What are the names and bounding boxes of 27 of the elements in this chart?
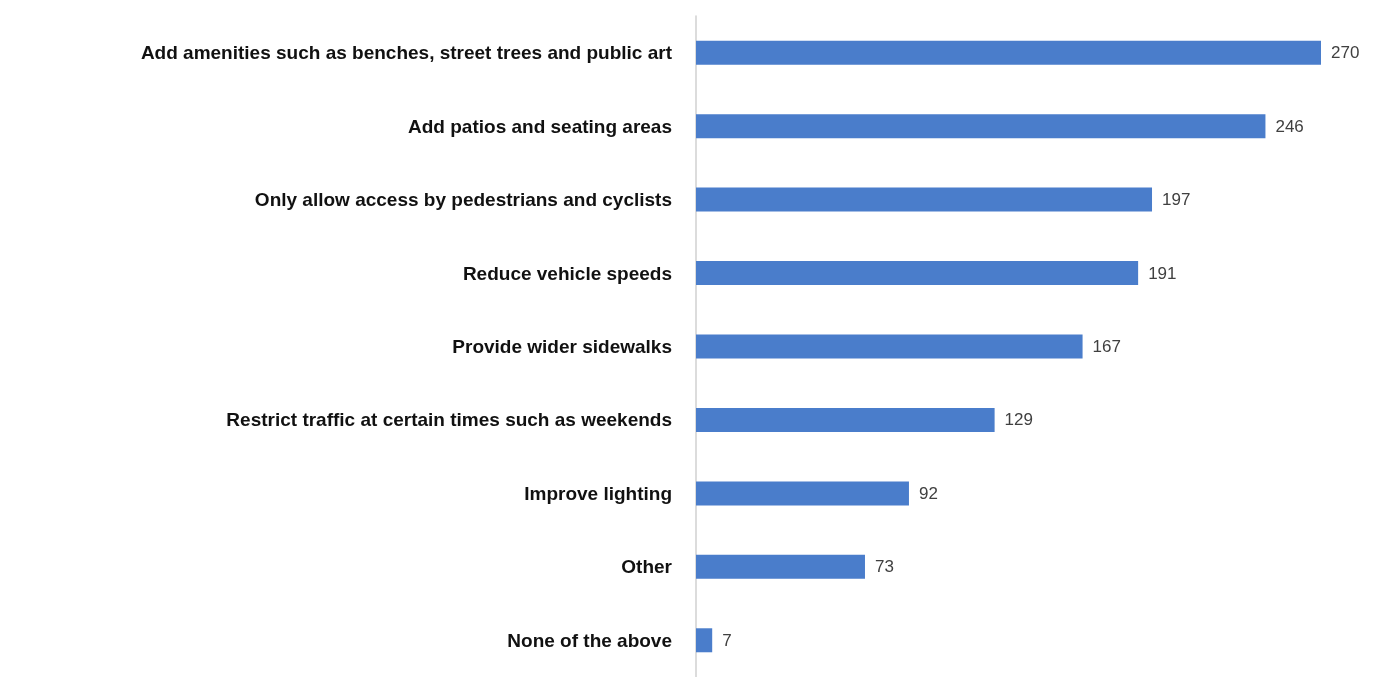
- bar: [696, 261, 1139, 286]
- data-label: 92: [918, 483, 938, 503]
- data-label: 270: [1331, 43, 1360, 63]
- y-tick-label: Provide wider sidewalks: [452, 336, 672, 357]
- data-label: 167: [1092, 337, 1121, 356]
- y-tick-label: None of the above: [507, 629, 672, 651]
- y-tick-label: Restrict traffic at certain times such as weekends: [226, 409, 672, 431]
- data-label: 191: [1148, 263, 1177, 283]
- data-label: 7: [722, 630, 732, 650]
- data-label: 246: [1275, 116, 1304, 136]
- bar: [696, 187, 1153, 212]
- y-tick-label: Only allow access by pedestrians and cyclists: [254, 189, 672, 211]
- bar: [696, 40, 1321, 65]
- bar: [696, 481, 909, 506]
- y-tick-label: Other: [621, 556, 673, 578]
- data-label: 73: [874, 557, 894, 577]
- y-tick-label: Improve lighting: [524, 482, 672, 504]
- data-label: 197: [1162, 190, 1191, 210]
- y-tick-label: Reduce vehicle speeds: [462, 262, 672, 284]
- bar: [696, 334, 1083, 359]
- bar: [696, 628, 713, 653]
- bar: [696, 554, 865, 579]
- y-tick-label: Add patios and seating areas: [408, 115, 672, 137]
- y-tick-label: Add amenities such as benches, street trees and public art: [140, 42, 673, 64]
- bar: [696, 114, 1266, 139]
- bar: [696, 407, 995, 432]
- data-label: 129: [1004, 410, 1033, 430]
